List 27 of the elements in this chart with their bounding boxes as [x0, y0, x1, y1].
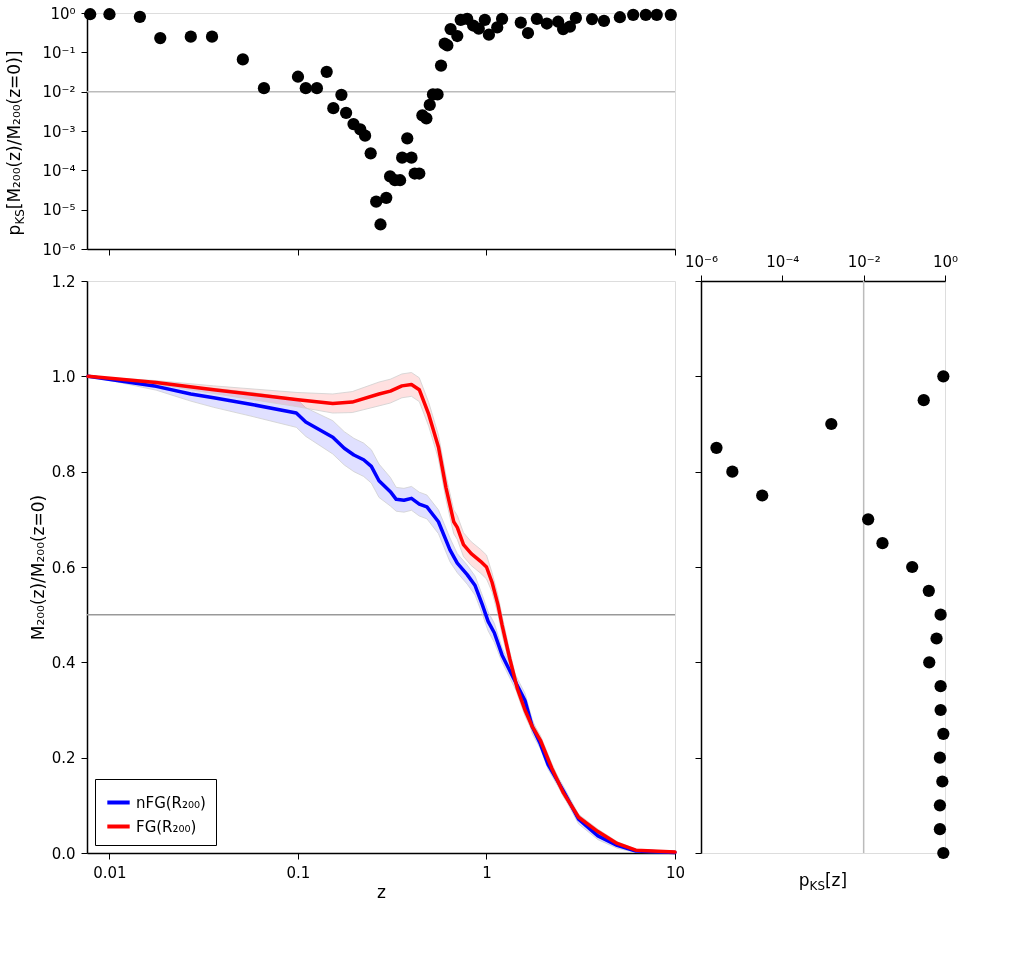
y-axis-title: pKS[M₂₀₀(z)/M₂₀₀(z=0)]: [4, 50, 27, 236]
y-tick-label: 10⁻¹: [42, 43, 76, 62]
x-tick-label: 1: [482, 863, 492, 882]
y-tick-label: 0.6: [51, 558, 76, 577]
y-tick-label: 0.4: [51, 653, 76, 672]
x-tick-label: 10⁻²: [847, 252, 881, 271]
y-tick-label: 10⁻³: [42, 122, 76, 141]
y-tick-label: 10⁻⁶: [42, 240, 76, 259]
y-tick-label: 1.0: [51, 367, 76, 386]
x-tick-label: 10: [665, 863, 686, 882]
legend-label: nFG(R₂₀₀): [136, 793, 206, 812]
x-tick-label: 0.01: [93, 863, 127, 882]
y-tick-label: 0.2: [51, 749, 76, 768]
x-axis-title: z: [377, 881, 387, 902]
x-tick-label: 10⁰: [932, 252, 959, 271]
y-tick-label: 10⁰: [50, 4, 76, 23]
y-tick-label: 0.0: [51, 844, 76, 863]
y-tick-label: 10⁻⁵: [42, 201, 76, 220]
x-tick-label: 0.1: [286, 863, 311, 882]
y-tick-label: 0.8: [51, 463, 76, 482]
y-tick-label: 1.2: [51, 272, 76, 291]
legend-label: FG(R₂₀₀): [136, 817, 197, 836]
y-axis-title: M₂₀₀(z)/M₂₀₀(z=0): [27, 494, 48, 641]
x-tick-label: 10⁻⁶: [684, 252, 719, 271]
y-tick-label: 10⁻²: [42, 83, 76, 102]
x-tick-label: 10⁻⁴: [766, 252, 800, 271]
y-tick-label: 10⁻⁴: [42, 161, 76, 180]
